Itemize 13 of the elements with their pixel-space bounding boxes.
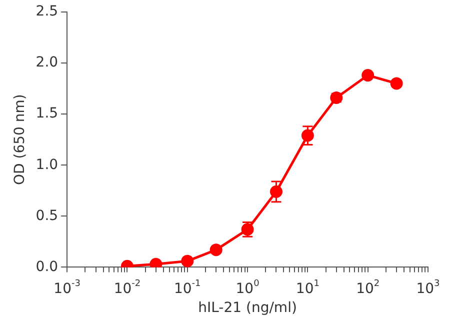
y-tick-label: 1.0	[36, 156, 58, 173]
y-axis-title: OD (650 nm)	[12, 94, 28, 186]
y-tick-label: 2.5	[36, 4, 58, 20]
y-tick-label: 0.5	[36, 208, 58, 224]
y-tick-label: 1.5	[36, 106, 58, 122]
point	[390, 77, 403, 90]
point	[210, 244, 222, 256]
y-tick-label: 2.0	[36, 54, 58, 71]
point	[362, 69, 374, 82]
y-tick-label: 0.0	[36, 258, 58, 275]
point	[181, 254, 194, 268]
x-axis-title: hIL-21 (ng/ml)	[198, 300, 297, 316]
point	[150, 258, 162, 268]
